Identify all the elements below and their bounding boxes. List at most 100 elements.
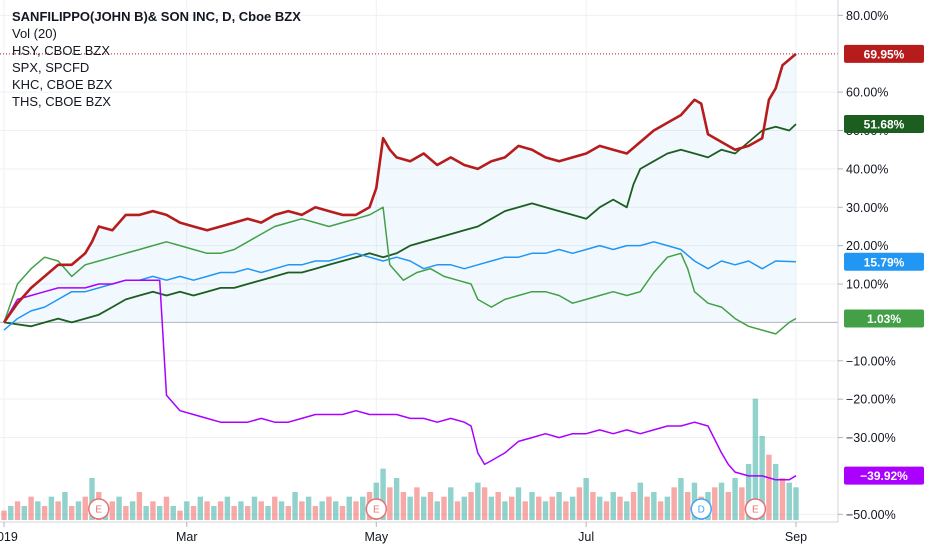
volume-bar bbox=[170, 506, 176, 520]
badge-value: 69.95% bbox=[864, 47, 905, 61]
price-axis[interactable]: 80.00%60.00%50.00%40.00%30.00%20.00%10.0… bbox=[837, 0, 932, 550]
volume-bar bbox=[664, 496, 671, 520]
series-line-ths[interactable] bbox=[3, 279, 797, 481]
badge-spx: 15.79% bbox=[844, 252, 924, 271]
volume-bar bbox=[522, 501, 528, 520]
y-tick-label: −20.00% bbox=[846, 393, 896, 407]
x-tick-label: Mar bbox=[176, 530, 198, 544]
volume-bar bbox=[508, 496, 515, 520]
x-tick-label: 2019 bbox=[0, 530, 18, 544]
volume-bar bbox=[197, 496, 204, 520]
volume-bar bbox=[251, 496, 258, 520]
last-value-badges: 69.95% 51.68% 15.79% 1.03% −39.92% bbox=[844, 44, 924, 485]
badge-bg bbox=[844, 252, 924, 271]
badge-value: −39.92% bbox=[860, 469, 908, 483]
event-marker-label: D bbox=[698, 505, 705, 516]
x-tick-label: May bbox=[364, 530, 388, 544]
series-line-main[interactable] bbox=[2, 52, 797, 324]
volume-bar bbox=[434, 501, 440, 520]
volume-bar bbox=[400, 492, 407, 520]
volume-bar bbox=[630, 492, 637, 520]
volume-bar bbox=[62, 492, 68, 520]
volume-bar bbox=[610, 492, 616, 520]
volume-bar bbox=[35, 501, 41, 520]
legend-volume[interactable]: Vol (20) bbox=[12, 26, 57, 41]
event-marker-label: E bbox=[373, 505, 380, 516]
volume-bar bbox=[285, 506, 292, 520]
volume-bar bbox=[387, 487, 393, 520]
legend-spx[interactable]: SPX, SPCFD bbox=[12, 60, 90, 75]
legend-main-symbol[interactable]: SANFILIPPO(JOHN B)& SON INC, D, Cboe BZX bbox=[12, 9, 301, 24]
volume-bar bbox=[488, 496, 495, 520]
volume-bar bbox=[718, 482, 725, 520]
volume-bar bbox=[556, 492, 562, 520]
volume-bar bbox=[156, 506, 163, 520]
badge-value: 15.79% bbox=[864, 255, 905, 269]
event-marker-d[interactable]: D bbox=[690, 498, 712, 520]
volume-bar bbox=[244, 506, 251, 520]
y-tick-label: −10.00% bbox=[846, 354, 896, 368]
volume-bar bbox=[265, 506, 271, 520]
series-lines[interactable] bbox=[0, 52, 838, 481]
legend-hsy[interactable]: HSY, CBOE BZX bbox=[12, 43, 111, 58]
volume-bar bbox=[542, 501, 549, 520]
volume-bar bbox=[772, 464, 779, 520]
volume-bar bbox=[515, 487, 522, 520]
volume-bar bbox=[461, 496, 468, 520]
y-tick-label: 80.00% bbox=[846, 9, 888, 23]
volume-bar bbox=[420, 496, 427, 520]
volume-bar bbox=[576, 487, 583, 520]
volume-bar bbox=[217, 501, 224, 520]
volume-bar bbox=[779, 478, 786, 520]
legend-khc[interactable]: KHC, CBOE BZX bbox=[12, 77, 113, 92]
volume-bar bbox=[143, 506, 149, 520]
volume-bar bbox=[82, 496, 88, 520]
volume-bar bbox=[204, 501, 210, 520]
volume-bar bbox=[657, 501, 664, 520]
volume-bar bbox=[529, 492, 535, 520]
badge-ths: −39.92% bbox=[844, 466, 924, 485]
volume-bar bbox=[258, 501, 264, 520]
volume-bar bbox=[407, 496, 413, 520]
volume-bar bbox=[468, 492, 474, 520]
volume-bar bbox=[41, 506, 48, 520]
series-line-khc[interactable] bbox=[3, 206, 797, 335]
volume-bar bbox=[745, 464, 752, 520]
event-marker-e[interactable]: E bbox=[365, 498, 388, 520]
event-marker-label: E bbox=[752, 505, 759, 516]
volume-bar bbox=[549, 496, 556, 520]
volume-bar bbox=[150, 501, 156, 520]
event-marker-e[interactable]: E bbox=[744, 498, 767, 520]
volume-bar bbox=[272, 496, 278, 520]
event-marker-e[interactable]: E bbox=[88, 498, 110, 520]
series-line-hsy[interactable] bbox=[3, 123, 797, 328]
badge-main: 69.95% bbox=[844, 44, 924, 63]
volume-bar bbox=[224, 496, 231, 520]
volume-bar bbox=[238, 501, 244, 520]
main-series-area bbox=[4, 53, 796, 323]
volume-bar bbox=[563, 501, 569, 520]
time-axis[interactable]: 2019 Mar May Jul Sep bbox=[0, 521, 932, 550]
volume-bar bbox=[617, 496, 623, 520]
volume-bar bbox=[481, 487, 488, 520]
volume-bar bbox=[583, 478, 589, 520]
legend-ths[interactable]: THS, CBOE BZX bbox=[12, 94, 111, 109]
event-marker-label: E bbox=[95, 505, 102, 516]
volume-bar bbox=[163, 496, 170, 520]
volume-bar bbox=[590, 492, 596, 520]
volume-bar bbox=[414, 487, 420, 520]
volume-bar bbox=[1, 510, 7, 520]
volume-bar bbox=[116, 496, 122, 520]
volume-bar bbox=[759, 436, 765, 520]
badge-value: 1.03% bbox=[867, 312, 901, 326]
y-tick-label: 30.00% bbox=[846, 201, 888, 215]
x-tick-label: Sep bbox=[785, 530, 807, 544]
volume-bar bbox=[21, 506, 28, 520]
volume-bar bbox=[28, 496, 34, 520]
volume-bar bbox=[448, 487, 454, 520]
volume-bar bbox=[55, 501, 61, 520]
y-tick-label: −30.00% bbox=[846, 431, 896, 445]
